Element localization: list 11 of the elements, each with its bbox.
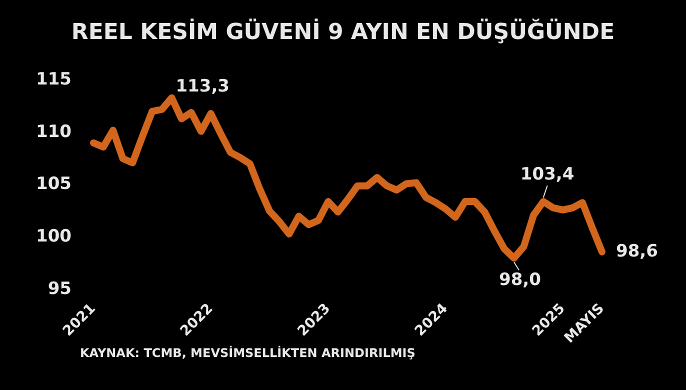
y-tick-label: 95 — [48, 278, 72, 299]
y-tick-label: 100 — [36, 226, 72, 247]
data-label: 113,3 — [176, 76, 230, 97]
y-tick-label: 110 — [36, 122, 72, 142]
chart-title: REEL KESİM GÜVENİ 9 AYIN EN DÜŞÜĞÜNDE — [70, 18, 616, 46]
data-label: 98,6 — [616, 241, 658, 262]
y-tick-label: 105 — [36, 174, 72, 194]
data-label: 98,0 — [499, 270, 542, 290]
text: KAYNAK: TCMB, MEVSİMSELLİKTEN ARINDIRILMIŞ — [80, 346, 416, 360]
data-label: 103,4 — [520, 164, 574, 184]
y-tick-label: 115 — [36, 69, 72, 90]
